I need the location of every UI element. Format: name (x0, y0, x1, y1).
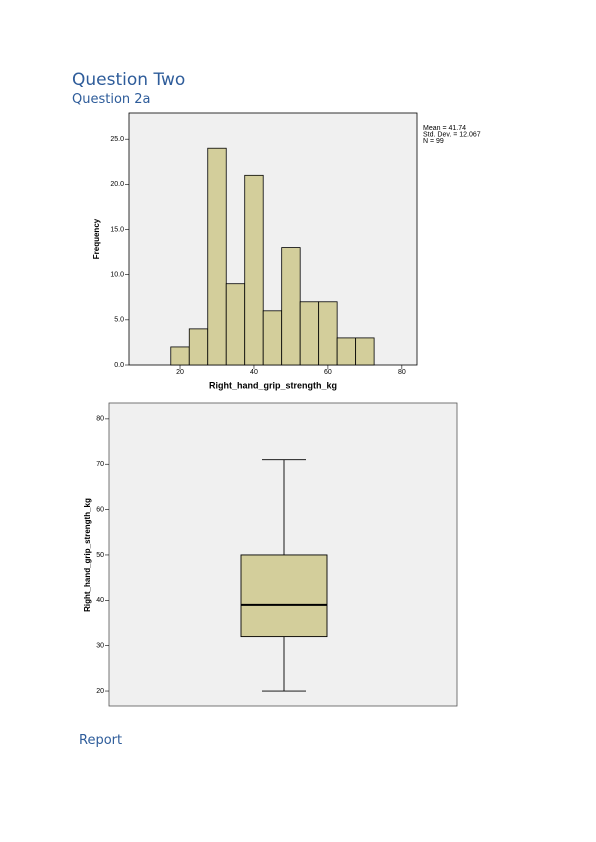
x-tick-label: 20 (176, 369, 184, 376)
y-tick-label: 20 (96, 688, 104, 695)
footer-text: Report (79, 733, 123, 748)
plot-area (108, 402, 458, 707)
y-tick-label: 70 (96, 461, 104, 468)
bar (225, 283, 246, 366)
stat-text: Std. Dev. = 12.067 (423, 131, 481, 138)
y-axis-label: Frequency (92, 218, 101, 259)
bar (188, 328, 209, 366)
bar (262, 310, 283, 366)
x-tick-label: 60 (324, 369, 332, 376)
y-tick-label: 0.0 (114, 362, 124, 369)
bar (207, 147, 227, 366)
y-tick-label: 15.0 (110, 226, 124, 233)
y-tick-label: 10.0 (110, 272, 124, 279)
x-tick-label: 80 (398, 369, 406, 376)
bar (244, 174, 264, 366)
y-tick-label: 50 (96, 552, 104, 559)
stat-text: N = 99 (423, 138, 444, 145)
y-tick-label: 5.0 (114, 317, 124, 324)
stat-text: Mean = 41.74 (423, 125, 466, 132)
bar (170, 346, 190, 366)
y-tick-label: 80 (96, 416, 104, 423)
bar (336, 337, 357, 366)
x-tick-label: 40 (250, 369, 258, 376)
title: Question Two (72, 70, 186, 90)
bar (355, 337, 375, 366)
x-axis-label: Right_hand_grip_strength_kg (209, 380, 337, 390)
bar (281, 247, 301, 366)
y-tick-label: 30 (96, 643, 104, 650)
y-tick-label: 20.0 (110, 181, 124, 188)
y-tick-label: 25.0 (110, 136, 124, 143)
bar (299, 301, 320, 366)
box (240, 554, 328, 638)
y-axis-label: Right_hand_grip_strength_kg (83, 498, 92, 612)
subtitle: Question 2a (72, 92, 151, 107)
y-tick-label: 40 (96, 597, 104, 604)
bar (318, 301, 338, 366)
y-tick-label: 60 (96, 506, 104, 513)
